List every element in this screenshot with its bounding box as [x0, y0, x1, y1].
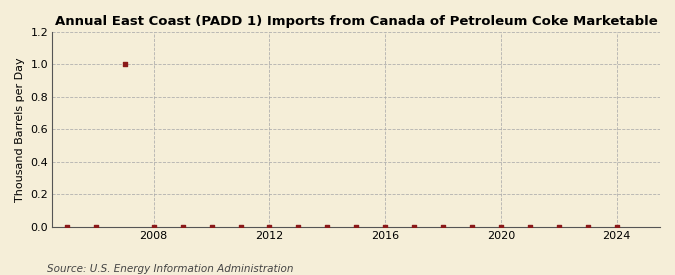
Point: [119, 62, 130, 67]
Point: [264, 224, 275, 229]
Title: Annual East Coast (PADD 1) Imports from Canada of Petroleum Coke Marketable: Annual East Coast (PADD 1) Imports from …: [55, 15, 657, 28]
Point: [437, 224, 448, 229]
Point: [466, 224, 477, 229]
Point: [148, 224, 159, 229]
Point: [293, 224, 304, 229]
Point: [380, 224, 391, 229]
Point: [206, 224, 217, 229]
Point: [495, 224, 506, 229]
Y-axis label: Thousand Barrels per Day: Thousand Barrels per Day: [15, 57, 25, 202]
Point: [408, 224, 419, 229]
Point: [524, 224, 535, 229]
Point: [90, 224, 101, 229]
Point: [611, 224, 622, 229]
Point: [178, 224, 188, 229]
Point: [322, 224, 333, 229]
Point: [351, 224, 362, 229]
Point: [554, 224, 564, 229]
Text: Source: U.S. Energy Information Administration: Source: U.S. Energy Information Administ…: [47, 264, 294, 274]
Point: [235, 224, 246, 229]
Point: [61, 224, 72, 229]
Point: [583, 224, 593, 229]
